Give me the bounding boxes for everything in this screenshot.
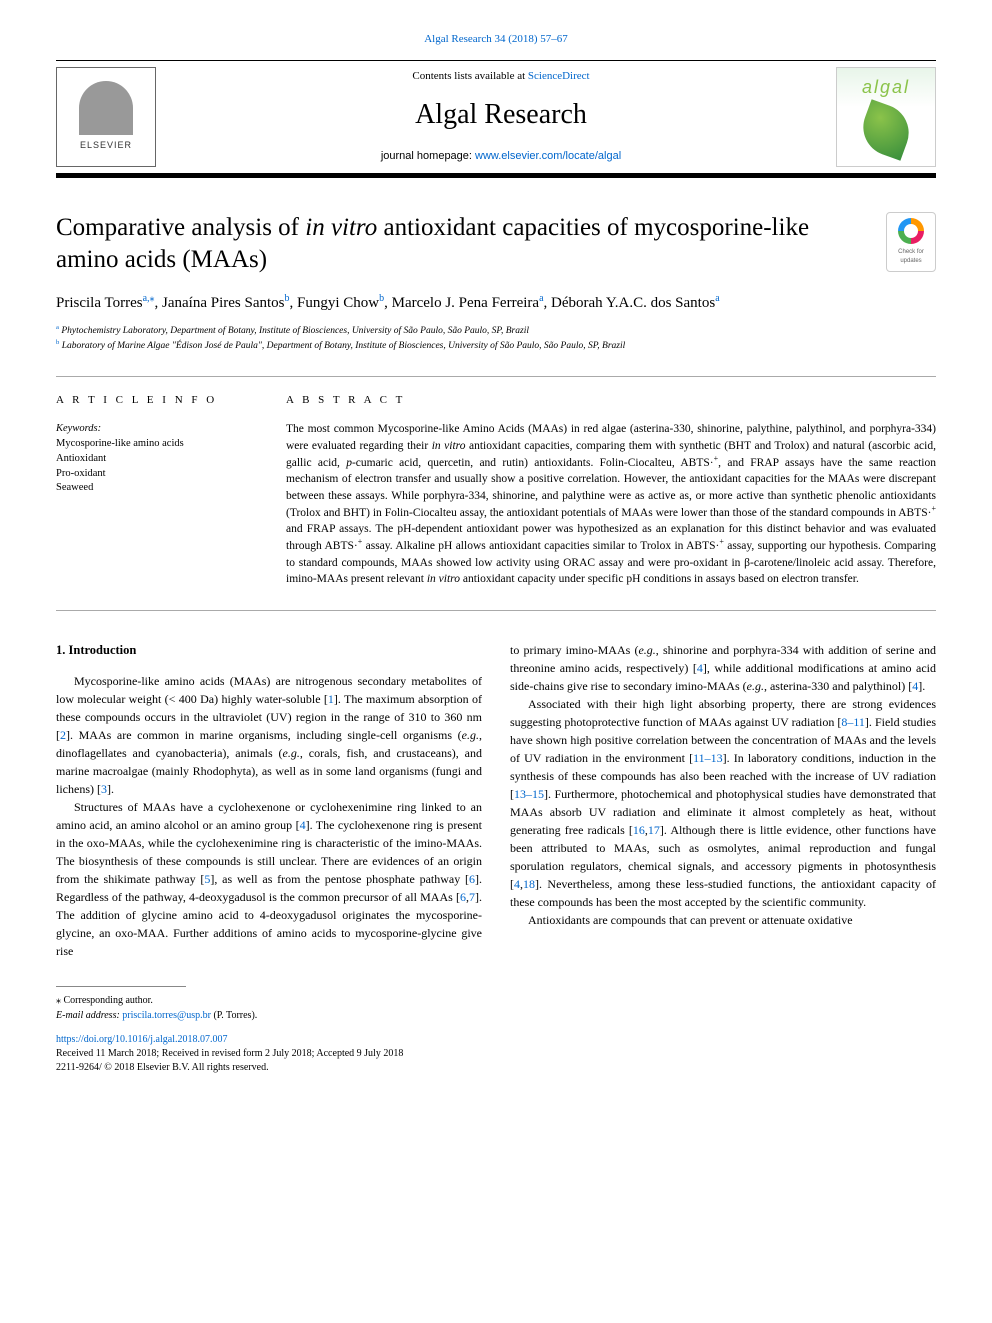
- title-pre: Comparative analysis of: [56, 214, 305, 241]
- cover-logo-text: algal: [862, 74, 910, 100]
- issue-reference: Algal Research 34 (2018) 57–67: [56, 32, 936, 48]
- journal-name: Algal Research: [166, 95, 836, 136]
- abstract-col: A B S T R A C T The most common Mycospor…: [286, 393, 936, 588]
- contents-prefix: Contents lists available at: [412, 70, 527, 82]
- header-center: Contents lists available at ScienceDirec…: [166, 69, 836, 165]
- check-updates-badge[interactable]: Check for updates: [886, 212, 936, 272]
- keyword: Antioxidant: [56, 452, 262, 467]
- authors-line: Priscila Torresa,⁎, Janaína Pires Santos…: [56, 293, 936, 315]
- body-para: Mycosporine-like amino acids (MAAs) are …: [56, 672, 482, 798]
- info-abstract-row: A R T I C L E I N F O Keywords: Mycospor…: [56, 393, 936, 588]
- divider: [56, 376, 936, 377]
- elsevier-tree-icon: [79, 81, 133, 135]
- affil-text: Laboratory of Marine Algae "Édison José …: [62, 341, 626, 351]
- footnote-separator: [56, 986, 186, 987]
- elsevier-logo: ELSEVIER: [56, 67, 156, 167]
- issue-link[interactable]: Algal Research 34 (2018) 57–67: [424, 33, 568, 45]
- divider: [56, 610, 936, 611]
- email-footnote: E-mail address: priscila.torres@usp.br (…: [56, 1008, 936, 1023]
- abstract-text: The most common Mycosporine-like Amino A…: [286, 421, 936, 588]
- check-updates-icon: [898, 218, 924, 244]
- keyword: Seaweed: [56, 481, 262, 496]
- doi-link[interactable]: https://doi.org/10.1016/j.algal.2018.07.…: [56, 1033, 936, 1048]
- leaf-icon: [855, 99, 917, 161]
- journal-header: ELSEVIER Contents lists available at Sci…: [56, 60, 936, 178]
- copyright-line: 2211-9264/ © 2018 Elsevier B.V. All righ…: [56, 1061, 936, 1075]
- body-para: Structures of MAAs have a cyclohexenone …: [56, 798, 482, 960]
- received-line: Received 11 March 2018; Received in revi…: [56, 1047, 936, 1061]
- elsevier-label: ELSEVIER: [80, 139, 132, 152]
- corresponding-label: ⁎ Corresponding author.: [56, 995, 153, 1006]
- homepage-prefix: journal homepage:: [381, 150, 475, 162]
- corresponding-footnote: ⁎ Corresponding author.: [56, 993, 936, 1008]
- article-info-label: A R T I C L E I N F O: [56, 393, 262, 409]
- intro-heading: 1. Introduction: [56, 641, 482, 660]
- title-row: Comparative analysis of in vitro antioxi…: [56, 212, 936, 277]
- article-title: Comparative analysis of in vitro antioxi…: [56, 212, 886, 277]
- affiliation: a Phytochemistry Laboratory, Department …: [56, 325, 936, 339]
- journal-cover-thumb: algal: [836, 67, 936, 167]
- two-column-body: 1. Introduction Mycosporine-like amino a…: [56, 641, 936, 960]
- introduction-section: 1. Introduction Mycosporine-like amino a…: [56, 641, 936, 960]
- article-info-col: A R T I C L E I N F O Keywords: Mycospor…: [56, 393, 262, 588]
- homepage-link[interactable]: www.elsevier.com/locate/algal: [475, 150, 621, 162]
- affiliations-block: a Phytochemistry Laboratory, Department …: [56, 325, 936, 355]
- keyword: Pro-oxidant: [56, 467, 262, 482]
- sciencedirect-link[interactable]: ScienceDirect: [528, 70, 590, 82]
- title-italic: in vitro: [305, 214, 377, 241]
- affiliation: b Laboratory of Marine Algae "Édison Jos…: [56, 340, 936, 354]
- affil-text: Phytochemistry Laboratory, Department of…: [61, 326, 529, 336]
- keyword: Mycosporine-like amino acids: [56, 437, 262, 452]
- body-para: Antioxidants are compounds that can prev…: [510, 911, 936, 929]
- email-label: E-mail address:: [56, 1010, 122, 1021]
- body-para: Associated with their high light absorbi…: [510, 695, 936, 911]
- email-suffix: (P. Torres).: [211, 1010, 257, 1021]
- affil-sup: b: [56, 339, 59, 346]
- email-link[interactable]: priscila.torres@usp.br: [122, 1010, 211, 1021]
- body-para: to primary imino-MAAs (e.g., shinorine a…: [510, 641, 936, 695]
- check-updates-label: Check for updates: [887, 248, 935, 265]
- affil-sup: a: [56, 324, 59, 331]
- contents-line: Contents lists available at ScienceDirec…: [166, 69, 836, 85]
- homepage-line: journal homepage: www.elsevier.com/locat…: [166, 149, 836, 165]
- keywords-label: Keywords:: [56, 421, 262, 436]
- abstract-label: A B S T R A C T: [286, 393, 936, 409]
